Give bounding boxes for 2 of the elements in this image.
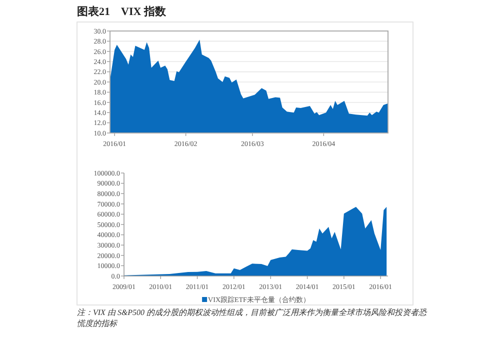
chart-title: 图表21 VIX 指数 (77, 5, 167, 18)
text: 注：VIX 由 S&P500 的成分股的期权波动性组成，目前被广泛用来作为衡量全球市场风险和投资者恐慌度的指标 (77, 308, 428, 328)
